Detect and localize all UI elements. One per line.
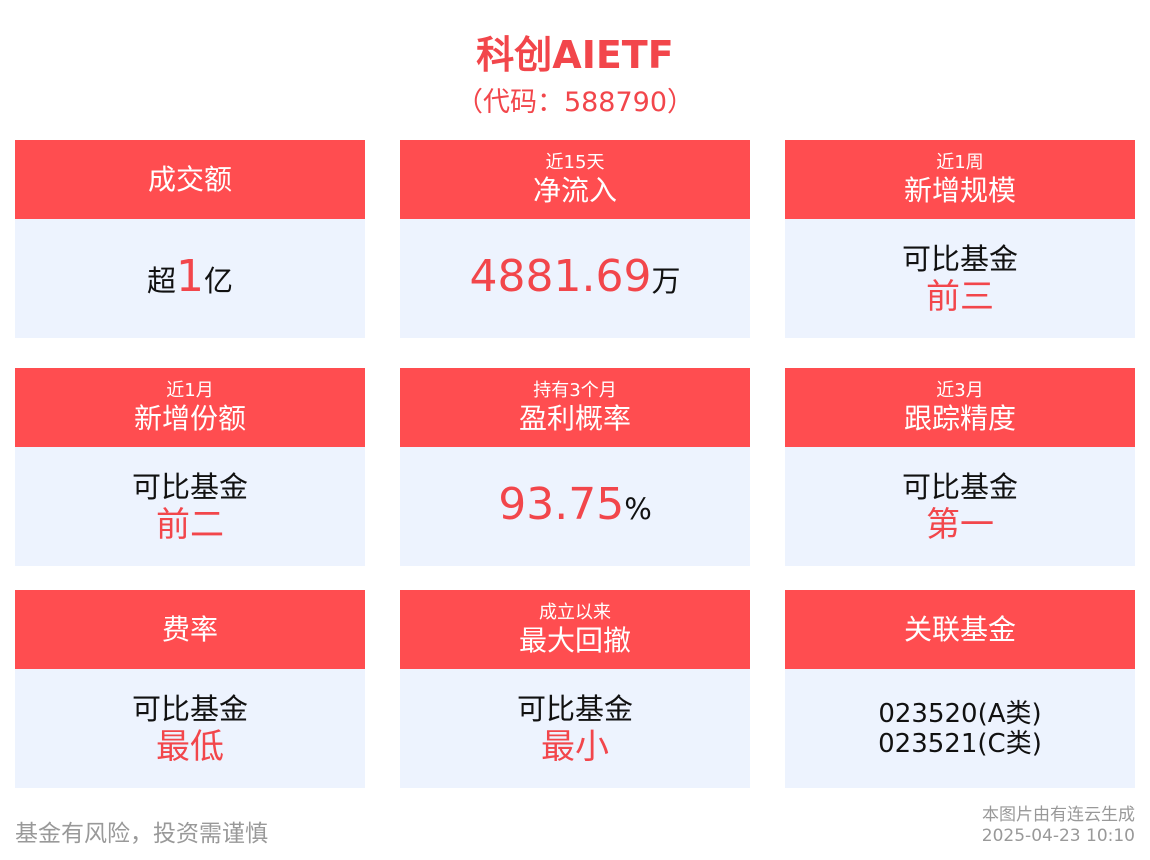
timestamp: 2025-04-23 10:10 [981, 826, 1135, 846]
card-title: 盈利概率 [518, 401, 631, 435]
card-net-inflow: 近15天 净流入 4881.69万 [400, 140, 750, 338]
card-title: 新增规模 [903, 173, 1016, 207]
card-subtitle: 近1月 [166, 379, 214, 401]
fund-code: （代码：588790） [455, 87, 695, 118]
value: 93.75 [498, 478, 625, 530]
suffix: 万 [651, 263, 681, 298]
value: 1 [176, 250, 204, 302]
card-turnover: 成交额 超1亿 [15, 140, 365, 338]
card-fee-rate: 费率 可比基金 最低 [15, 590, 365, 788]
card-title: 最大回撤 [518, 623, 631, 657]
line1: 可比基金 [131, 469, 248, 504]
rank: 最小 [541, 726, 609, 767]
suffix: % [624, 491, 652, 526]
card-subtitle: 近1周 [936, 151, 984, 173]
prefix: 超 [146, 263, 176, 298]
line1: 可比基金 [131, 691, 248, 726]
footer-info: 本图片由有连云生成 2025-04-23 10:10 [982, 805, 1135, 847]
card-profit-probability: 持有3个月 盈利概率 93.75% [400, 368, 750, 566]
card-title: 新增份额 [133, 401, 246, 435]
card-title: 关联基金 [903, 612, 1016, 646]
line1: 可比基金 [516, 691, 633, 726]
card-max-drawdown: 成立以来 最大回撤 可比基金 最小 [400, 590, 750, 788]
card-title: 跟踪精度 [903, 401, 1016, 435]
rank: 第一 [926, 504, 994, 545]
card-subtitle: 持有3个月 [533, 379, 617, 401]
risk-disclaimer: 基金有风险，投资需谨慎 [15, 821, 268, 847]
card-subtitle: 近15天 [545, 151, 605, 173]
page-title: 科创AIETF [476, 33, 674, 77]
rank: 前三 [926, 276, 994, 317]
rank: 最低 [156, 726, 224, 767]
line1: 可比基金 [901, 469, 1018, 504]
value: 4881.69 [469, 250, 652, 302]
card-new-shares: 近1月 新增份额 可比基金 前二 [15, 368, 365, 566]
fund-a: 023520(A类) [878, 698, 1042, 729]
card-title: 成交额 [147, 162, 232, 196]
source-note: 本图片由有连云生成 [982, 805, 1135, 825]
card-subtitle: 近3月 [936, 379, 984, 401]
card-tracking-accuracy: 近3月 跟踪精度 可比基金 第一 [785, 368, 1135, 566]
card-title: 费率 [161, 612, 218, 646]
line1: 可比基金 [901, 241, 1018, 276]
suffix: 亿 [204, 263, 234, 298]
card-related-funds: 关联基金 023520(A类) 023521(C类) [785, 590, 1135, 788]
fund-c: 023521(C类) [878, 728, 1042, 759]
rank: 前二 [156, 504, 224, 545]
card-subtitle: 成立以来 [539, 601, 611, 623]
card-title: 净流入 [532, 173, 617, 207]
card-new-scale: 近1周 新增规模 可比基金 前三 [785, 140, 1135, 338]
